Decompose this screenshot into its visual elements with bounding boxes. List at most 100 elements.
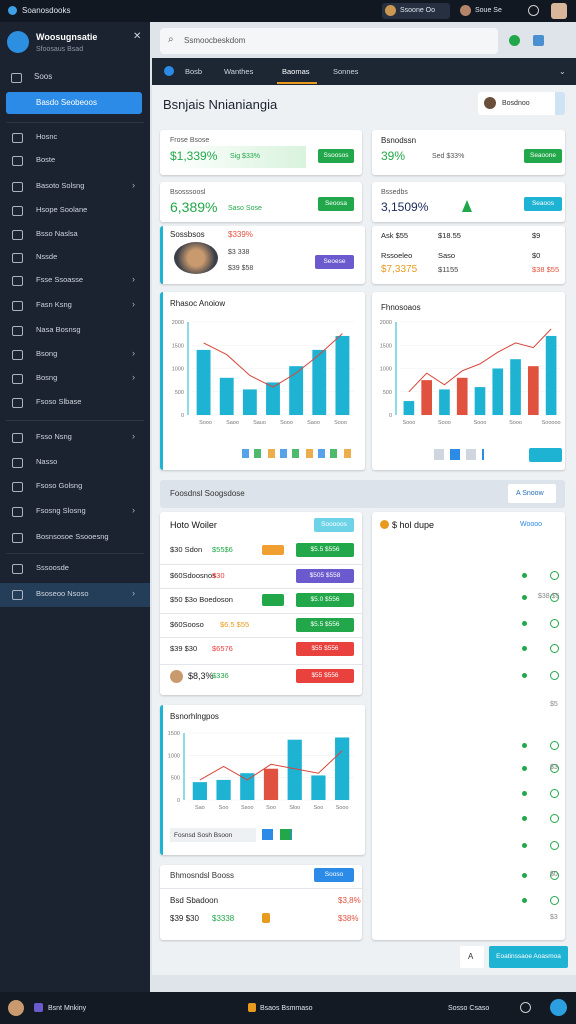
stat: Ask $55 [381,231,409,240]
avatar [8,1000,24,1016]
dot [550,619,559,628]
chart-title: Bsnorhlngpos [170,712,219,721]
nav-label[interactable]: Bosng [36,373,58,382]
page-button[interactable] [478,92,565,115]
row-button[interactable]: $505 $558 [296,569,354,583]
row-button[interactable]: $5.5 $556 [296,618,354,632]
nav-label[interactable]: Nssde [36,252,58,261]
list-link[interactable]: Woooo [520,521,543,528]
avatar [170,670,183,683]
icon [262,913,270,923]
row-button[interactable]: $5.0 $556 [296,593,354,607]
row-value: $38% [338,914,359,923]
nav-label[interactable]: Fsse Ssoasse [36,275,84,284]
tab-underline [277,82,317,84]
nav-label[interactable]: Fsoso Slbase [36,397,82,406]
tab[interactable]: Wanthes [224,67,254,76]
kpi-button[interactable]: Seaoone [524,149,562,163]
kpi-value: 6,389% [170,199,218,215]
tab[interactable]: Baomas [282,67,310,76]
tab-bar [152,58,576,85]
status-user: Bsnt Mnkiny [48,1005,87,1012]
nav-label[interactable]: Nasso [36,457,58,466]
kpi-button[interactable]: Seaoos [524,197,562,211]
icon[interactable] [528,5,539,16]
nav-label[interactable]: Hosnc [36,132,58,141]
kpi-button[interactable]: Seoosa [318,197,354,211]
pill [262,594,284,606]
nav-icon [12,458,23,468]
legend-icons [262,829,292,840]
row-value: $6576 [212,644,233,653]
nav-arrow: › [132,505,135,515]
nav-icon [12,206,23,216]
tab[interactable]: Bosb [185,67,203,76]
nav-arrow: › [132,299,135,309]
dot [550,841,559,850]
nav-label[interactable]: Basoto Solsng [36,181,85,190]
nav-label[interactable]: Fsso Nsng [36,432,72,441]
close[interactable]: ✕ [133,31,142,42]
nav-label[interactable]: Bosnsosoe Ssooesng [36,532,109,541]
nav-label[interactable]: Bsong [36,349,58,358]
nav-icon [12,253,23,263]
row-button[interactable]: $5.5 $556 [296,543,354,557]
stat: $9 [532,231,541,240]
nav-label[interactable]: Bsoseoo Nsoso [36,589,89,598]
row-name: $39 $30 [170,644,198,653]
section-button[interactable] [508,484,556,503]
nav-arrow: › [132,372,135,382]
team-line: $39 $58 [228,265,254,272]
nav-arrow: › [132,588,135,598]
nav-icon [12,156,23,166]
icon [248,1003,256,1012]
nav-label[interactable]: Fsoso Golsng [36,481,83,490]
stat: Rssoeleo [381,251,413,260]
nav-arrow: › [132,274,135,284]
avatar [484,97,496,109]
divider [160,637,362,638]
nav-label[interactable]: Bsso Naslsa [36,229,78,238]
tab[interactable]: Sonnes [333,67,359,76]
row-button[interactable]: $55 $556 [296,669,354,683]
icon[interactable] [520,1002,531,1013]
chart-button[interactable] [529,448,562,462]
nav-label[interactable]: Nasa Bosnsg [36,325,81,334]
nav-label[interactable]: Sssoosde [36,563,69,572]
nav-label[interactable]: Boste [36,155,56,164]
user-pill[interactable] [382,3,450,19]
table-button[interactable]: Sooooos [314,518,354,532]
avatar [385,5,396,16]
footer-button[interactable]: Eoatinssaoe Aoasmoa [489,946,568,968]
list-title: $ hol dupe [392,520,435,530]
nav-icon [12,326,23,336]
avatar[interactable] [551,3,567,19]
kpi-button[interactable]: Ssoosos [318,149,354,163]
status-right: Sosso Csaso [448,1005,490,1012]
divider [6,122,144,123]
kpi-value: $1,339% [170,149,218,163]
status-bar [0,992,576,1024]
row-button[interactable]: $55 $556 [296,642,354,656]
list-value: $5 [550,701,558,708]
nav-label[interactable]: Hsope Soolane [36,205,88,214]
row-value: $30 [212,571,225,580]
nav-icon [12,230,23,240]
divider [160,588,362,589]
dot [522,573,527,578]
bottom-card-button[interactable]: Sooso [314,868,354,882]
icon[interactable] [550,999,567,1016]
search-box[interactable] [160,28,498,54]
team-button[interactable]: Seoese [315,255,354,269]
icon[interactable] [509,35,520,46]
nav-label[interactable]: Fsosng Slosng [36,506,86,515]
nav-icon [12,564,23,574]
dot [522,816,527,821]
nav-label[interactable]: Fasn Ksng [36,300,72,309]
team-value: $339% [228,230,253,239]
footer-button[interactable] [460,946,484,968]
active-item[interactable] [6,92,142,114]
icon[interactable] [533,35,544,46]
row-value: $55$6 [212,545,233,554]
tab-menu[interactable]: ⌄ [559,67,566,76]
